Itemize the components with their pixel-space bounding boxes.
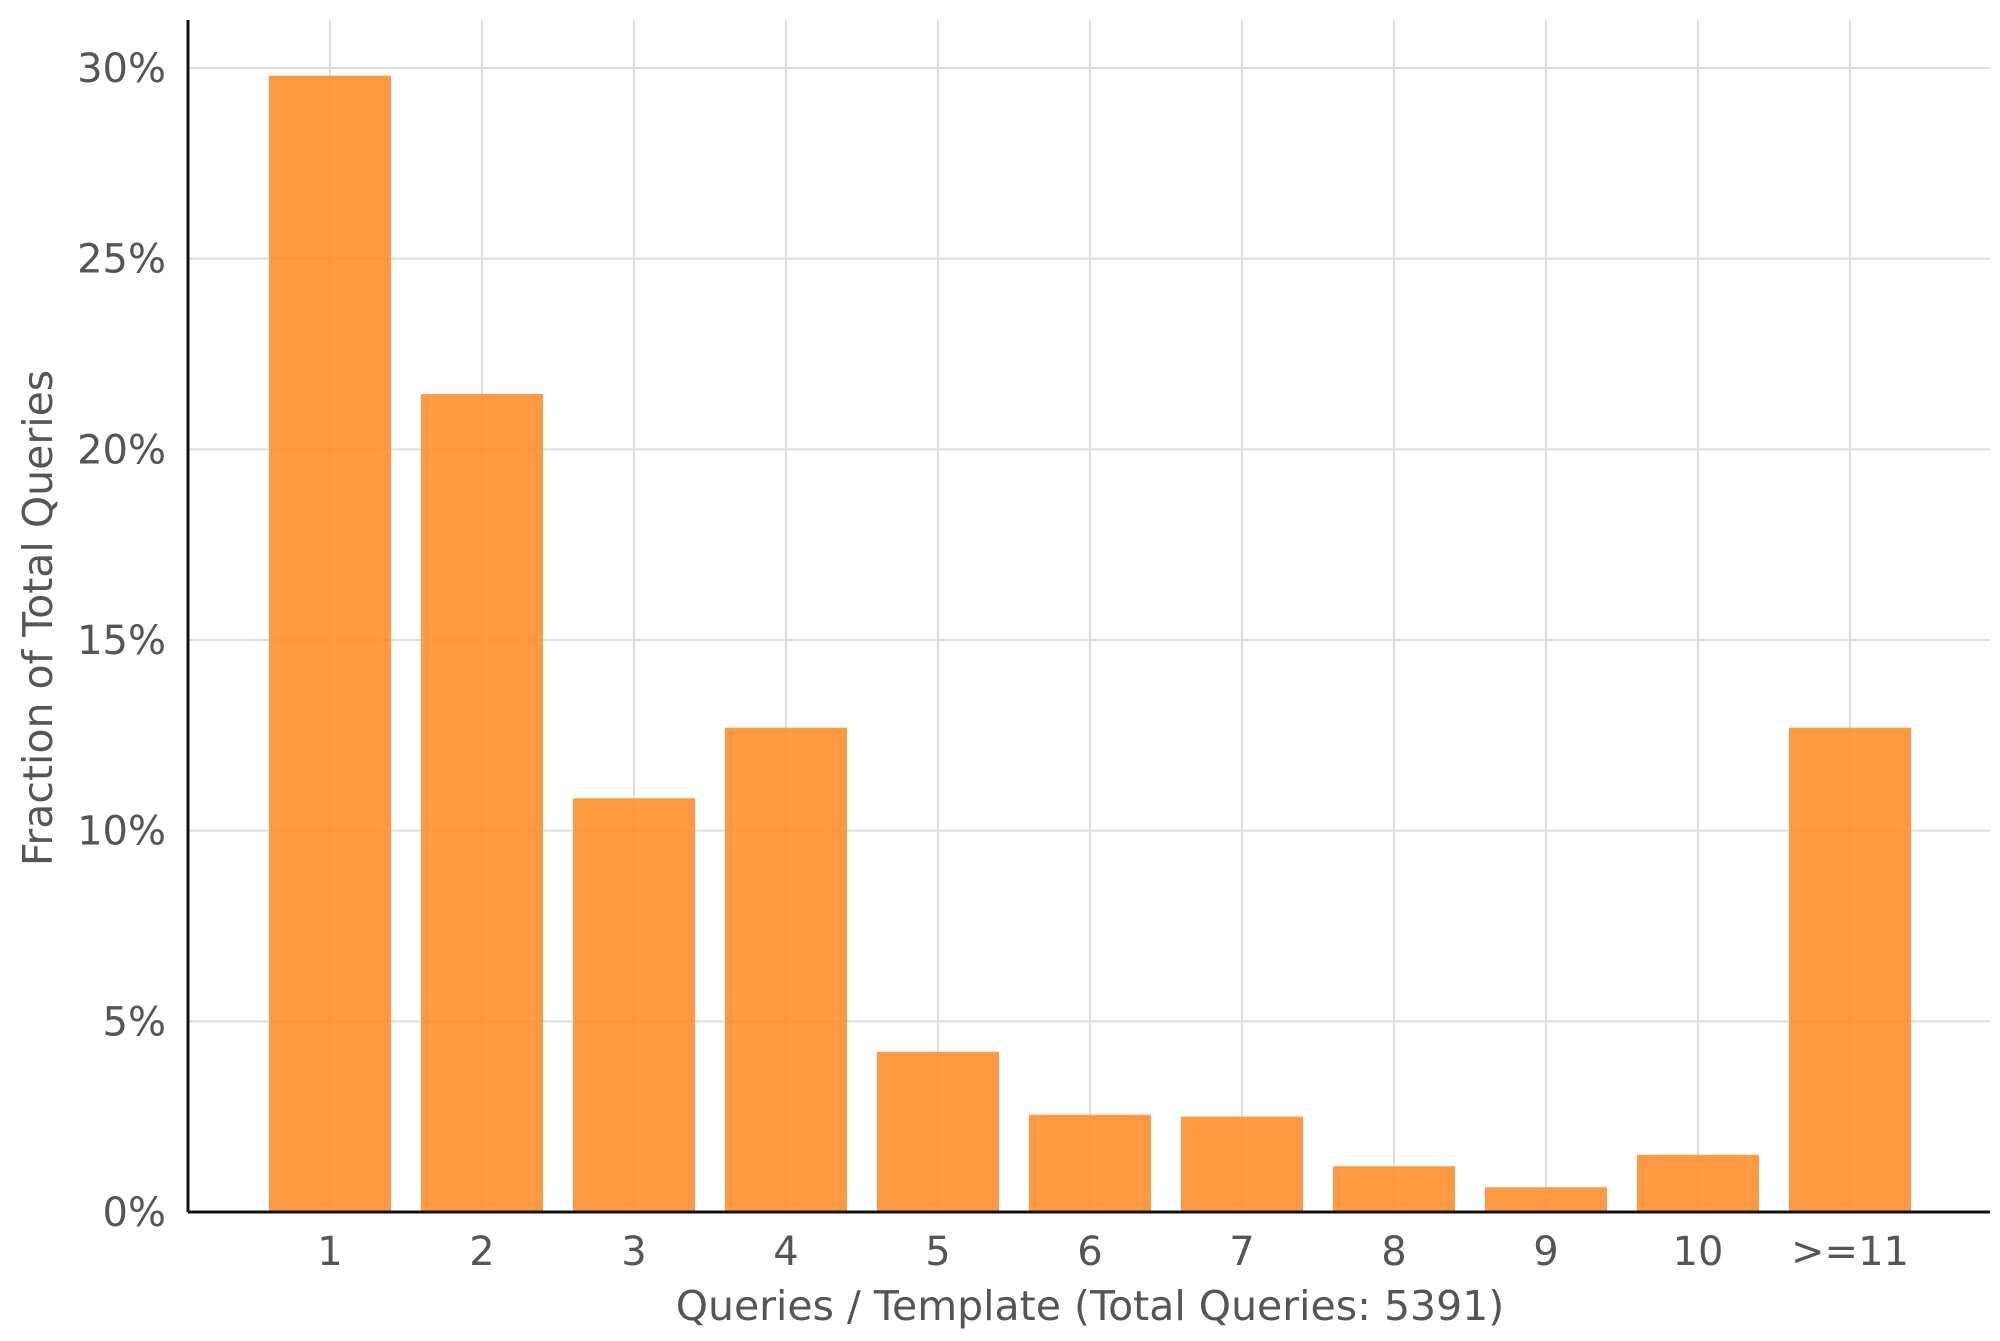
x-axis-label: Queries / Template (Total Queries: 5391) <box>676 1282 1505 1330</box>
x-tick-label-8: 9 <box>1533 1229 1558 1275</box>
axes <box>186 20 1990 1214</box>
x-tick-label-4: 5 <box>925 1229 950 1275</box>
y-tick-label-4: 20% <box>77 427 166 473</box>
y-tick-label-6: 30% <box>77 46 166 92</box>
bar-9 <box>1485 1187 1607 1212</box>
bar-5 <box>877 1051 999 1212</box>
bar->=11 <box>1789 727 1911 1212</box>
y-axis-label: Fraction of Total Queries <box>14 370 62 866</box>
x-tick-label-2: 3 <box>621 1229 646 1275</box>
x-tick-label-6: 7 <box>1229 1229 1254 1275</box>
x-tick-label-9: 10 <box>1673 1229 1724 1275</box>
x-tick-label-7: 8 <box>1381 1229 1406 1275</box>
x-tick-labels: 1 2 3 4 5 6 7 8 9 10 >=11 <box>317 1229 1909 1275</box>
bar-10 <box>1637 1154 1759 1212</box>
x-tick-label-1: 2 <box>469 1229 494 1275</box>
bar-4 <box>725 727 847 1212</box>
y-tick-labels: 0% 5% 10% 15% 20% 25% 30% <box>77 46 166 1236</box>
x-tick-label-10: >=11 <box>1791 1229 1909 1275</box>
x-tick-label-0: 1 <box>317 1229 342 1275</box>
y-tick-label-2: 10% <box>77 809 166 855</box>
bar-6 <box>1029 1114 1151 1212</box>
y-tick-label-1: 5% <box>103 999 166 1045</box>
bars <box>269 75 1911 1212</box>
y-tick-label-5: 25% <box>77 237 166 283</box>
y-tick-label-3: 15% <box>77 618 166 664</box>
y-tick-label-0: 0% <box>103 1190 166 1236</box>
x-tick-label-5: 6 <box>1077 1229 1102 1275</box>
bar-8 <box>1333 1166 1455 1212</box>
bar-3 <box>573 798 695 1212</box>
bar-1 <box>269 75 391 1212</box>
x-tick-label-3: 4 <box>773 1229 798 1275</box>
bar-2 <box>421 394 543 1212</box>
grid <box>188 20 1990 1213</box>
bar-7 <box>1181 1116 1303 1212</box>
